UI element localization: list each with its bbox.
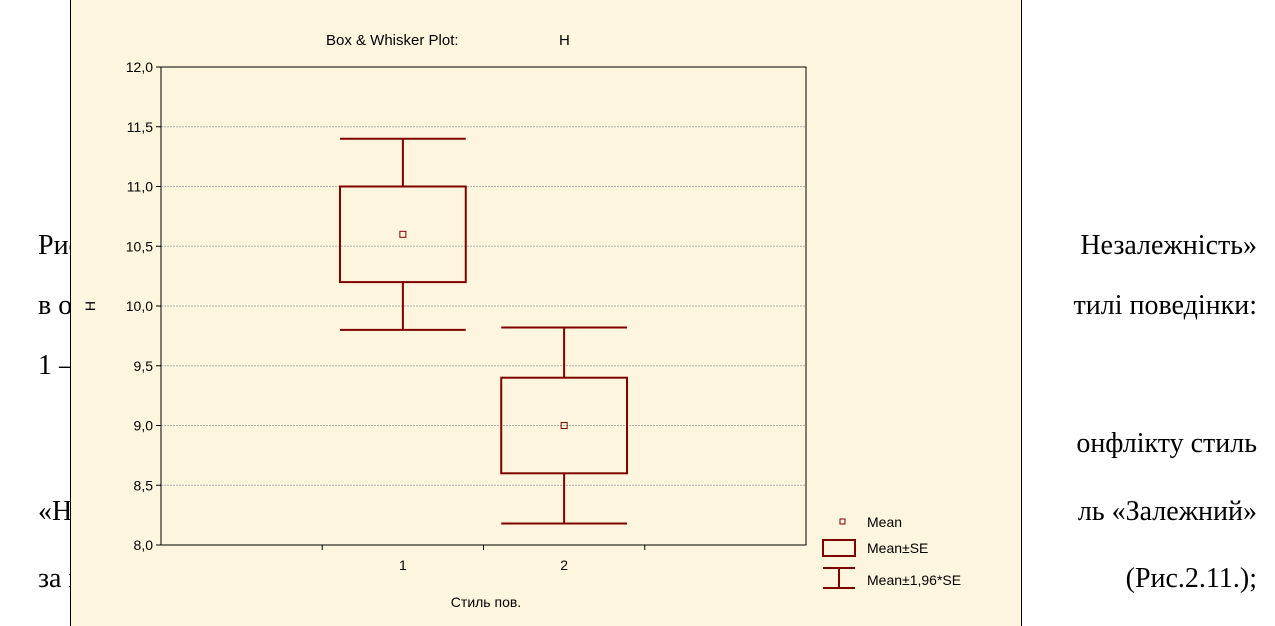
legend-mean-label: Mean — [867, 514, 902, 530]
mean-marker — [399, 230, 407, 238]
y-tick-label: 9,5 — [134, 358, 154, 374]
y-tick-label: 11,0 — [127, 179, 153, 195]
y-tick-label: 11,5 — [127, 119, 153, 135]
chart-title: Box & Whisker Plot: — [326, 32, 459, 49]
mean-marker — [560, 422, 568, 429]
doc-line-2-right: тилі поведінки: — [1073, 290, 1257, 321]
chart-svg: Box & Whisker Plot: H 8,0 8,5 9,0 9,5 10,0 10… — [82, 32, 961, 610]
doc-line-5-right: ль «Залежний» — [1077, 496, 1257, 527]
y-tick-label: 12,0 — [126, 59, 153, 75]
chart-title-variable: H — [559, 32, 570, 49]
y-tick-label: 8,5 — [134, 477, 154, 493]
y-tick-label: 10,5 — [126, 238, 153, 254]
doc-line-4-right: онфлікту стиль — [1076, 428, 1257, 459]
se-box — [500, 376, 629, 475]
legend-se-swatch — [822, 539, 856, 557]
x-tick-label: 2 — [560, 557, 568, 573]
box-group-2 — [500, 326, 629, 525]
y-tick-label: 8,0 — [134, 537, 154, 553]
doc-line-3-left: 1 – — [38, 350, 73, 381]
legend-se-label: Mean±SE — [867, 540, 928, 556]
se-box — [338, 185, 467, 284]
legend-ci-swatch — [823, 567, 855, 589]
legend-mean-marker — [839, 518, 846, 525]
legend: Mean Mean±SE Mean±1,96*SE — [822, 514, 961, 589]
grid-lines — [161, 126, 806, 486]
y-axis-ticks: 8,0 8,5 9,0 9,5 10,0 10,5 11,0 11,5 12,0 — [126, 59, 161, 553]
box-group-1 — [338, 137, 467, 331]
x-tick-label: 1 — [399, 557, 407, 573]
box-series — [338, 137, 629, 525]
doc-line-6-right: (Рис.2.11.); — [1125, 563, 1257, 594]
box-whisker-figure: Box & Whisker Plot: H 8,0 8,5 9,0 9,5 10,0 10… — [70, 0, 1022, 626]
legend-ci-label: Mean±1,96*SE — [867, 572, 961, 588]
y-axis-label: H — [82, 301, 98, 311]
y-tick-label: 10,0 — [126, 298, 153, 314]
y-tick-label: 9,0 — [134, 418, 154, 434]
x-axis-label: Стиль пов. — [451, 594, 521, 610]
doc-line-1-right: Незалежність» — [1080, 230, 1257, 261]
